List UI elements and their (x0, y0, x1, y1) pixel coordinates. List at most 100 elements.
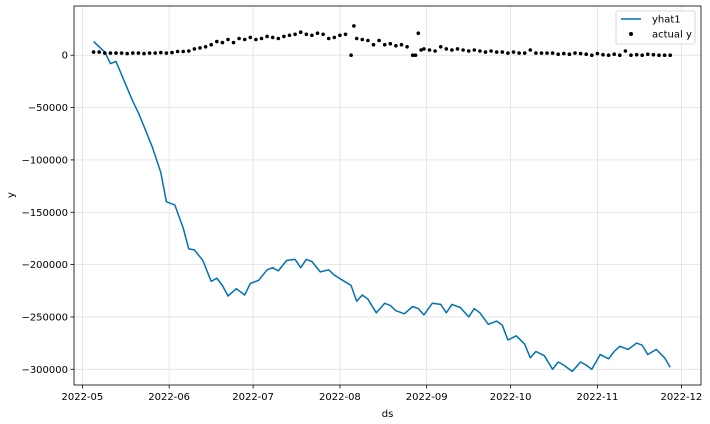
actual-point (500, 50, 505, 54)
actual-point (640, 53, 644, 57)
y-tick-label: −250000 (21, 312, 68, 323)
grid-lines (74, 6, 701, 385)
actual-point (455, 47, 460, 51)
actual-point (517, 51, 521, 55)
actual-point (550, 51, 555, 55)
actual-point (164, 51, 169, 55)
actual-point (539, 51, 544, 55)
actual-point (119, 51, 124, 55)
x-tick-label: 2022-05 (61, 392, 103, 403)
x-tick-label: 2022-12 (661, 392, 703, 403)
actual-point (394, 44, 398, 48)
actual-point (332, 35, 337, 40)
x-tick-label: 2022-10 (490, 392, 532, 403)
actual-point (242, 37, 247, 42)
actual-point (450, 48, 454, 52)
x-axis-label: ds (382, 409, 394, 420)
actual-series (91, 24, 672, 57)
actual-point (601, 52, 605, 57)
actual-point (103, 51, 107, 55)
actual-point (136, 51, 141, 55)
actual-point (567, 52, 572, 56)
y-axis-ticks: 0 −50000 −100000 −150000 −200000 −250000 −3000… (21, 51, 74, 376)
actual-point (231, 40, 236, 45)
actual-point (97, 50, 101, 54)
actual-point (433, 49, 437, 53)
actual-point (203, 45, 208, 49)
actual-point (584, 52, 588, 56)
actual-point (444, 47, 449, 51)
actual-point (489, 49, 493, 53)
legend-actual-swatch (629, 32, 633, 36)
actual-point (419, 48, 423, 52)
y-tick-label: −100000 (21, 155, 68, 166)
actual-point (170, 50, 174, 55)
actual-point (399, 42, 404, 47)
x-tick-label: 2022-07 (232, 392, 274, 403)
x-axis-ticks: 2022-05 2022-06 2022-07 2022-08 2022-09 2022-… (61, 385, 702, 403)
actual-point (310, 33, 314, 38)
actual-point (293, 32, 297, 37)
actual-point (209, 42, 213, 47)
actual-point (410, 53, 415, 57)
actual-point (578, 51, 583, 56)
actual-point (287, 33, 292, 38)
actual-point (668, 53, 672, 57)
actual-point (366, 38, 370, 43)
actual-point (405, 45, 409, 49)
actual-point (91, 50, 96, 54)
actual-point (259, 36, 264, 41)
actual-point (534, 51, 538, 55)
actual-point (388, 41, 393, 46)
actual-point (506, 51, 510, 55)
legend-yhat-label: yhat1 (652, 15, 681, 26)
actual-point (220, 40, 225, 45)
x-tick-label: 2022-11 (577, 392, 619, 403)
actual-point (175, 49, 180, 54)
actual-point (298, 30, 303, 34)
actual-point (192, 47, 197, 51)
actual-point (634, 52, 639, 57)
actual-point (237, 36, 241, 41)
actual-point (108, 51, 113, 55)
actual-point (545, 51, 549, 55)
x-tick-label: 2022-06 (148, 392, 190, 403)
actual-point (254, 37, 258, 42)
actual-point (198, 46, 202, 50)
actual-point (125, 51, 129, 56)
actual-point (573, 51, 577, 55)
actual-point (413, 53, 418, 57)
y-tick-label: −300000 (21, 365, 68, 376)
actual-point (522, 51, 527, 55)
actual-point (226, 37, 230, 42)
actual-point (248, 35, 253, 40)
actual-point (646, 52, 650, 56)
actual-point (606, 53, 611, 57)
y-tick-label: 0 (62, 51, 68, 62)
actual-point (511, 50, 516, 54)
actual-point (612, 52, 616, 56)
actual-point (618, 53, 622, 57)
actual-point (466, 49, 471, 53)
actual-point (265, 34, 269, 39)
actual-point (321, 32, 325, 37)
actual-point (315, 31, 320, 35)
actual-point (595, 51, 600, 56)
actual-point (528, 48, 533, 52)
actual-point (377, 38, 381, 43)
actual-point (483, 50, 488, 54)
actual-point (416, 31, 421, 35)
actual-point (181, 49, 185, 54)
actual-point (461, 48, 465, 52)
actual-point (304, 32, 309, 37)
actual-point (629, 53, 633, 57)
actual-point (159, 50, 163, 55)
actual-point (651, 52, 656, 57)
actual-point (360, 37, 365, 42)
actual-point (590, 53, 594, 57)
y-tick-label: −200000 (21, 260, 68, 271)
actual-point (215, 39, 219, 44)
y-axis-label: y (6, 192, 17, 198)
actual-point (276, 36, 281, 41)
